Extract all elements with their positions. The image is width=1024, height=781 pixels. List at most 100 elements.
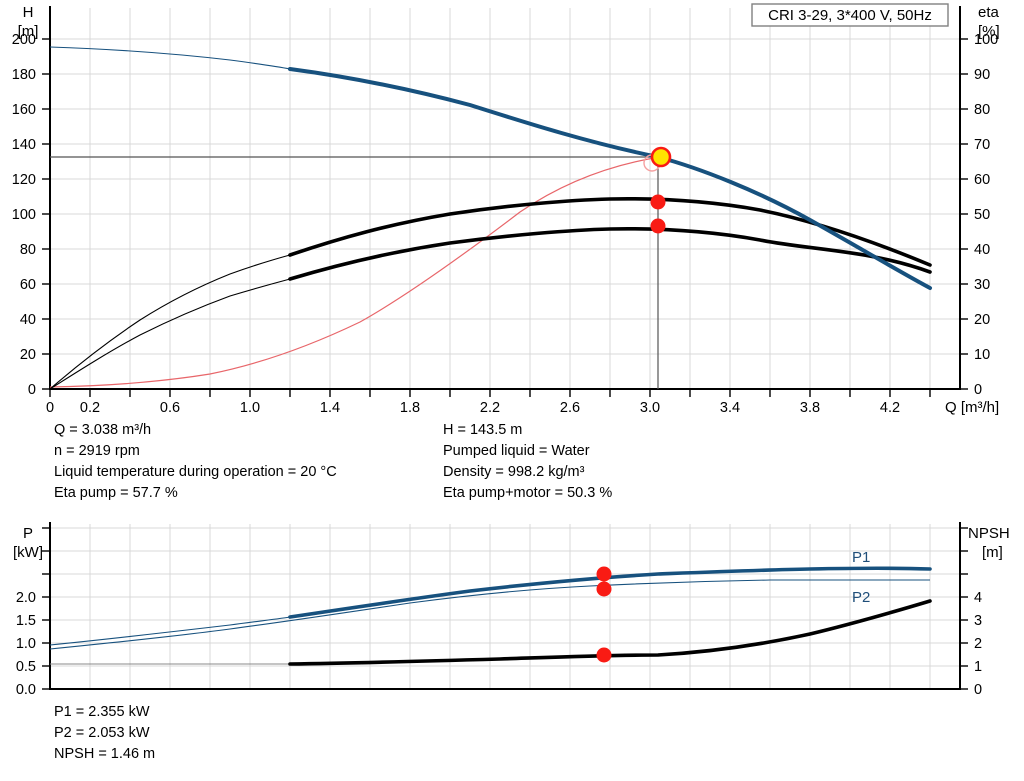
info-line-density: Density = 998.2 kg/m³	[443, 464, 585, 480]
top-left-tick-label: 100	[12, 207, 36, 223]
bottom-left-axis-title: P	[23, 525, 33, 542]
top-left-tick-label: 60	[20, 277, 36, 293]
bottom-right-tick-label: 4	[974, 590, 982, 606]
bottom-left-tick-label: 0.5	[16, 659, 36, 675]
top-plot-background	[50, 8, 960, 389]
bottom-left-tick-label: 1.5	[16, 613, 36, 629]
top-right-tick-label: 60	[974, 172, 990, 188]
info-line-q: Q = 3.038 m³/h	[54, 422, 152, 438]
info-line-liquid-temperature: Liquid temperature during operation = 20…	[54, 464, 337, 480]
p1-curve-thin	[49, 616, 291, 646]
bottom-right-tick-label: 0	[974, 682, 982, 698]
eta-pump-motor-curve-bold	[288, 227, 932, 281]
top-right-axis-title: eta	[978, 4, 1000, 21]
top-left-tick-label: 140	[12, 137, 36, 153]
top-right-tick-label: 70	[974, 137, 990, 153]
top-left-tick-label: 200	[12, 32, 36, 48]
top-x-tick-label: 1.0	[240, 400, 260, 416]
top-left-tick-label: 180	[12, 67, 36, 83]
eta-pump-curve-thin	[49, 254, 291, 390]
bottom-right-tick-labels: 0 1 2 3 4	[974, 590, 982, 698]
bottom-right-ticks	[960, 527, 968, 690]
bottom-npsh-curve-bold	[288, 599, 932, 666]
p1-point-marker[interactable]	[596, 566, 612, 582]
chart-title: CRI 3-29, 3*400 V, 50Hz	[768, 7, 932, 24]
bottom-chart: 0.0 0.5 1.0 1.5 2.0 0 1 2 3 4 P [kW] NPS…	[13, 522, 1010, 698]
top-right-tick-label: 50	[974, 207, 990, 223]
bottom-right-tick-label: 3	[974, 613, 982, 629]
head-curve-thin	[49, 46, 291, 70]
bottom-right-tick-label: 1	[974, 659, 982, 675]
duty-point-marker[interactable]	[650, 146, 672, 168]
npsh-point-marker[interactable]	[596, 647, 612, 663]
top-right-tick-labels: 0 10 20 30 40 50 60 70 80 90 100	[974, 32, 998, 398]
bottom-horizontal-gridlines	[50, 527, 960, 667]
bottom-left-tick-label: 1.0	[16, 636, 36, 652]
top-left-tick-label: 40	[20, 312, 36, 328]
eta-pump-motor-curve-thin	[49, 278, 291, 390]
top-right-tick-label: 90	[974, 67, 990, 83]
info-line-eta-pump-motor: Eta pump+motor = 50.3 %	[443, 485, 613, 501]
info-line-p2: P2 = 2.053 kW	[54, 725, 150, 741]
p2-curve-label: P2	[852, 589, 870, 606]
top-x-tick-label: 2.6	[560, 400, 580, 416]
top-right-tick-label: 0	[974, 382, 982, 398]
top-x-tick-label: 0.6	[160, 400, 180, 416]
bottom-left-tick-labels: 0.0 0.5 1.0 1.5 2.0	[16, 590, 36, 698]
chart-title-box	[751, 3, 949, 27]
info-line-pumped-liquid: Pumped liquid = Water	[443, 443, 590, 459]
top-x-tick-label: 3.4	[720, 400, 740, 416]
top-x-ticks	[49, 389, 931, 397]
top-left-axis-unit: [m]	[18, 23, 39, 40]
top-x-tick-label: 1.4	[320, 400, 340, 416]
top-right-axis-unit: [%]	[978, 23, 1000, 40]
p1-curve-bold	[288, 566, 932, 619]
top-left-ticks	[42, 38, 50, 390]
top-left-tick-label: 20	[20, 347, 36, 363]
info-block-bottom: P1 = 2.355 kW P2 = 2.053 kW NPSH = 1.46 …	[54, 702, 155, 765]
top-right-tick-label: 40	[974, 242, 990, 258]
top-horizontal-gridlines	[50, 38, 960, 355]
bottom-left-axis-unit: [kW]	[13, 544, 43, 561]
info-block-left: Q = 3.038 m³/h n = 2919 rpm Liquid tempe…	[54, 420, 337, 504]
info-line-npsh: NPSH = 1.46 m	[54, 746, 156, 762]
top-right-tick-label: 10	[974, 347, 990, 363]
info-block-right: H = 143.5 m Pumped liquid = Water Densit…	[443, 420, 612, 504]
eta-pump-point-marker[interactable]	[650, 194, 666, 210]
eta-pump-motor-point-marker[interactable]	[650, 218, 666, 234]
top-right-tick-label: 100	[974, 32, 998, 48]
top-right-tick-label: 30	[974, 277, 990, 293]
top-left-tick-label: 0	[28, 382, 36, 398]
top-x-tick-label: 0	[46, 400, 54, 416]
bottom-left-tick-label: 0.0	[16, 682, 36, 698]
p1-curve-label: P1	[852, 549, 870, 566]
top-x-tick-label: 3.0	[640, 400, 660, 416]
top-x-axis-title: Q [m³/h]	[945, 399, 999, 416]
top-right-tick-label: 80	[974, 102, 990, 118]
top-left-tick-label: 120	[12, 172, 36, 188]
top-left-axis-title: H	[23, 4, 34, 21]
top-right-tick-label: 20	[974, 312, 990, 328]
npsh-red-curve	[49, 157, 655, 388]
p2-point-marker[interactable]	[596, 581, 612, 597]
top-x-tick-label: 2.2	[480, 400, 500, 416]
bottom-right-axis-unit: [m]	[982, 544, 1003, 561]
top-left-tick-label: 160	[12, 102, 36, 118]
top-left-tick-label: 80	[20, 242, 36, 258]
info-line-p1: P1 = 2.355 kW	[54, 704, 150, 720]
top-left-tick-labels: 0 20 40 60 80 100 120 140 160 180 200	[12, 32, 36, 398]
bottom-left-tick-label: 2.0	[16, 590, 36, 606]
top-x-tick-label: 3.8	[800, 400, 820, 416]
top-chart: 0 20 40 60 80 100 120 140 160 180 200 0 …	[12, 3, 1000, 416]
info-line-n: n = 2919 rpm	[54, 443, 140, 459]
top-right-ticks	[960, 38, 968, 390]
top-x-tick-label: 4.2	[880, 400, 900, 416]
top-x-tick-label: 0.2	[80, 400, 100, 416]
bottom-right-tick-label: 2	[974, 636, 982, 652]
info-line-h: H = 143.5 m	[443, 422, 523, 438]
top-x-tick-label: 1.8	[400, 400, 420, 416]
info-line-eta-pump: Eta pump = 57.7 %	[54, 485, 178, 501]
top-x-tick-labels: 0 0.2 0.6 1.0 1.4 1.8 2.2 2.6 3.0 3.4 3.…	[46, 400, 900, 416]
